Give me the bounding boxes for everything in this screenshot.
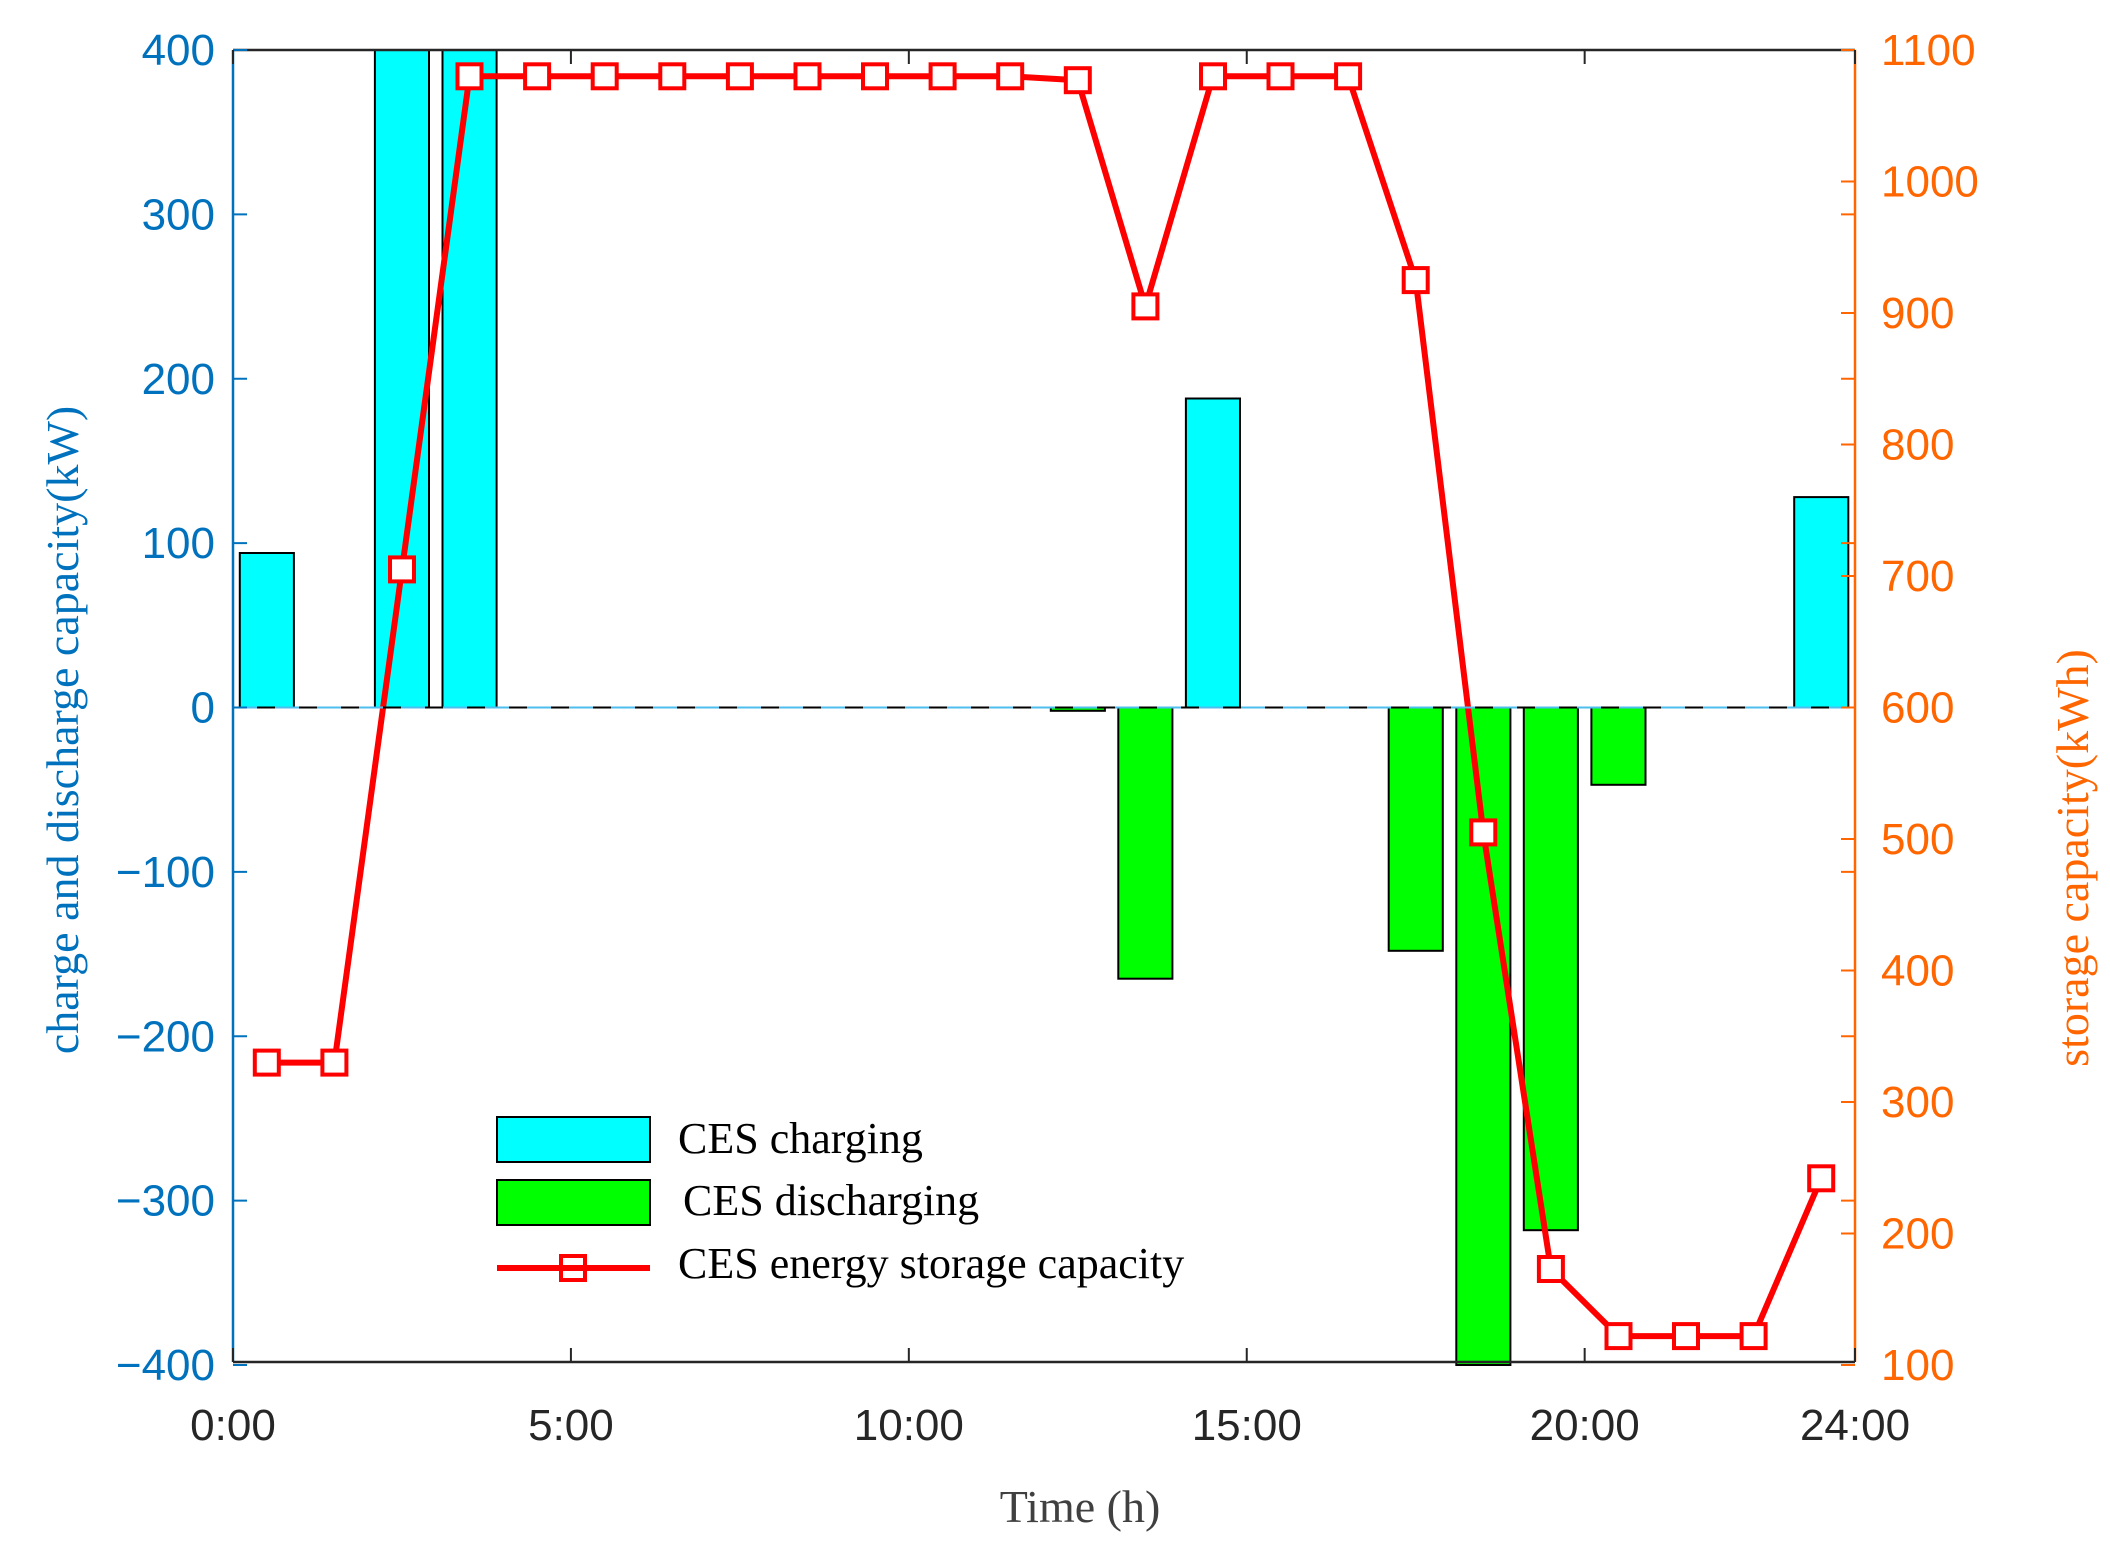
- left-tick-label: −400: [116, 1341, 215, 1390]
- storage-marker-23: [1739, 1322, 1768, 1351]
- right-tick-label: 600: [1881, 684, 1954, 733]
- storage-marker-6: [590, 62, 619, 91]
- storage-marker-20: [1536, 1255, 1565, 1283]
- axes-layer: [231, 48, 1857, 1364]
- ticks-layer: −400 −300 −200 −100 0 100 200 300 400 100 200 300 40…: [116, 26, 1979, 1450]
- left-tick-label: −100: [116, 848, 215, 897]
- right-tick-label: 1100: [1881, 26, 1976, 75]
- storage-marker-14: [1131, 292, 1160, 321]
- storage-marker-3: [388, 555, 416, 584]
- legend-swatch-discharging: [496, 1179, 651, 1226]
- bar-discharging-21: [1590, 706, 1647, 786]
- x-tick-label: 0:00: [190, 1401, 276, 1450]
- bar-charging-15: [1184, 397, 1242, 709]
- storage-marker-2: [320, 1048, 349, 1077]
- storage-marker-9: [793, 62, 822, 91]
- left-tick-label: 100: [142, 519, 215, 568]
- storage-marker-24: [1807, 1164, 1836, 1193]
- legend-label-storage: CES energy storage capacity: [678, 1239, 1184, 1288]
- right-tick-label: 700: [1881, 552, 1954, 601]
- left-tick-label: −300: [116, 1177, 215, 1226]
- x-tick-label: 24:00: [1800, 1401, 1910, 1450]
- bar-charging-1: [238, 552, 295, 709]
- bar-charging-4: [441, 49, 498, 709]
- storage-marker-1: [252, 1048, 281, 1077]
- bar-discharging-14: [1117, 706, 1174, 980]
- storage-marker-10: [861, 62, 889, 91]
- legend-swatch-charging: [496, 1116, 651, 1163]
- right-tick-label: 400: [1881, 947, 1954, 996]
- storage-marker-21: [1604, 1322, 1633, 1351]
- right-tick-label: 1000: [1881, 158, 1979, 207]
- legend-label-charging: CES charging: [678, 1114, 923, 1163]
- storage-marker-17: [1334, 62, 1363, 91]
- storage-marker-22: [1672, 1322, 1700, 1351]
- x-tick-label: 10:00: [854, 1401, 964, 1450]
- x-tick-label: 20:00: [1530, 1401, 1640, 1450]
- left-tick-label: −200: [116, 1012, 215, 1061]
- x-tick-label: 5:00: [528, 1401, 614, 1450]
- right-tick-label: 200: [1881, 1210, 1954, 1259]
- legend-marker-storage: [559, 1254, 587, 1282]
- legend: CES charging CES discharging CES energy …: [496, 1114, 1184, 1288]
- right-tick-label: 100: [1881, 1341, 1954, 1390]
- storage-marker-8: [725, 62, 754, 91]
- bar-discharging-19: [1455, 706, 1512, 1366]
- left-tick-label: 300: [142, 190, 215, 239]
- legend-label-discharging: CES discharging: [683, 1176, 979, 1225]
- x-tick-label: 15:00: [1192, 1401, 1302, 1450]
- storage-marker-7: [658, 62, 687, 91]
- bar-charging-24: [1793, 496, 1850, 709]
- bar-charging-3: [373, 49, 430, 709]
- left-tick-label: 0: [191, 684, 215, 733]
- storage-marker-12: [996, 62, 1025, 91]
- storage-marker-11: [928, 62, 957, 91]
- y-axis-left-title: charge and discharge capacity(kW): [37, 406, 88, 1054]
- right-tick-label: 800: [1881, 421, 1954, 470]
- storage-marker-16: [1266, 62, 1295, 91]
- right-tick-label: 300: [1881, 1078, 1954, 1127]
- left-tick-label: 400: [142, 26, 215, 75]
- bar-discharging-18: [1387, 706, 1444, 952]
- storage-marker-19: [1469, 818, 1498, 847]
- left-tick-label: 200: [142, 355, 215, 404]
- right-tick-label: 500: [1881, 815, 1954, 864]
- storage-marker-15: [1199, 62, 1227, 91]
- right-tick-label: 900: [1881, 289, 1954, 338]
- storage-marker-4: [455, 62, 484, 91]
- line-layer: [252, 62, 1836, 1351]
- storage-marker-5: [523, 62, 552, 91]
- storage-marker-18: [1401, 266, 1430, 295]
- x-axis-title: Time (h): [1000, 1481, 1161, 1532]
- y-axis-right-title: storage capacity(kWh): [2047, 649, 2098, 1067]
- storage-marker-13: [1063, 66, 1092, 95]
